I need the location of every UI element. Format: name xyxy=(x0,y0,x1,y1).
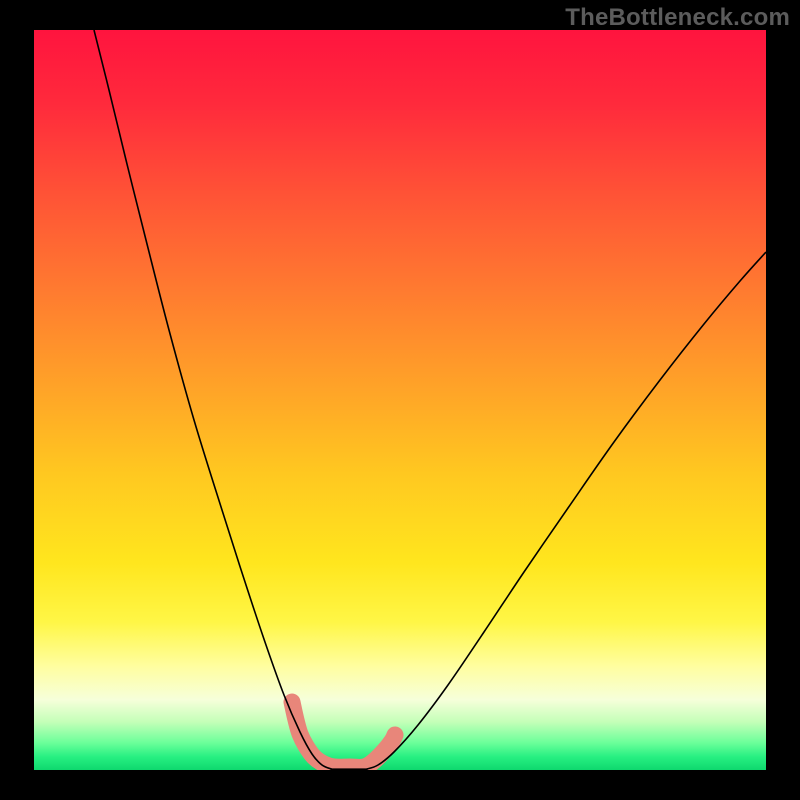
chart-frame: TheBottleneck.com xyxy=(0,0,800,800)
v-curve xyxy=(94,30,766,770)
valley-marker xyxy=(292,702,395,767)
plot-area xyxy=(34,30,766,770)
bottleneck-curves xyxy=(34,30,766,770)
watermark: TheBottleneck.com xyxy=(565,4,790,32)
